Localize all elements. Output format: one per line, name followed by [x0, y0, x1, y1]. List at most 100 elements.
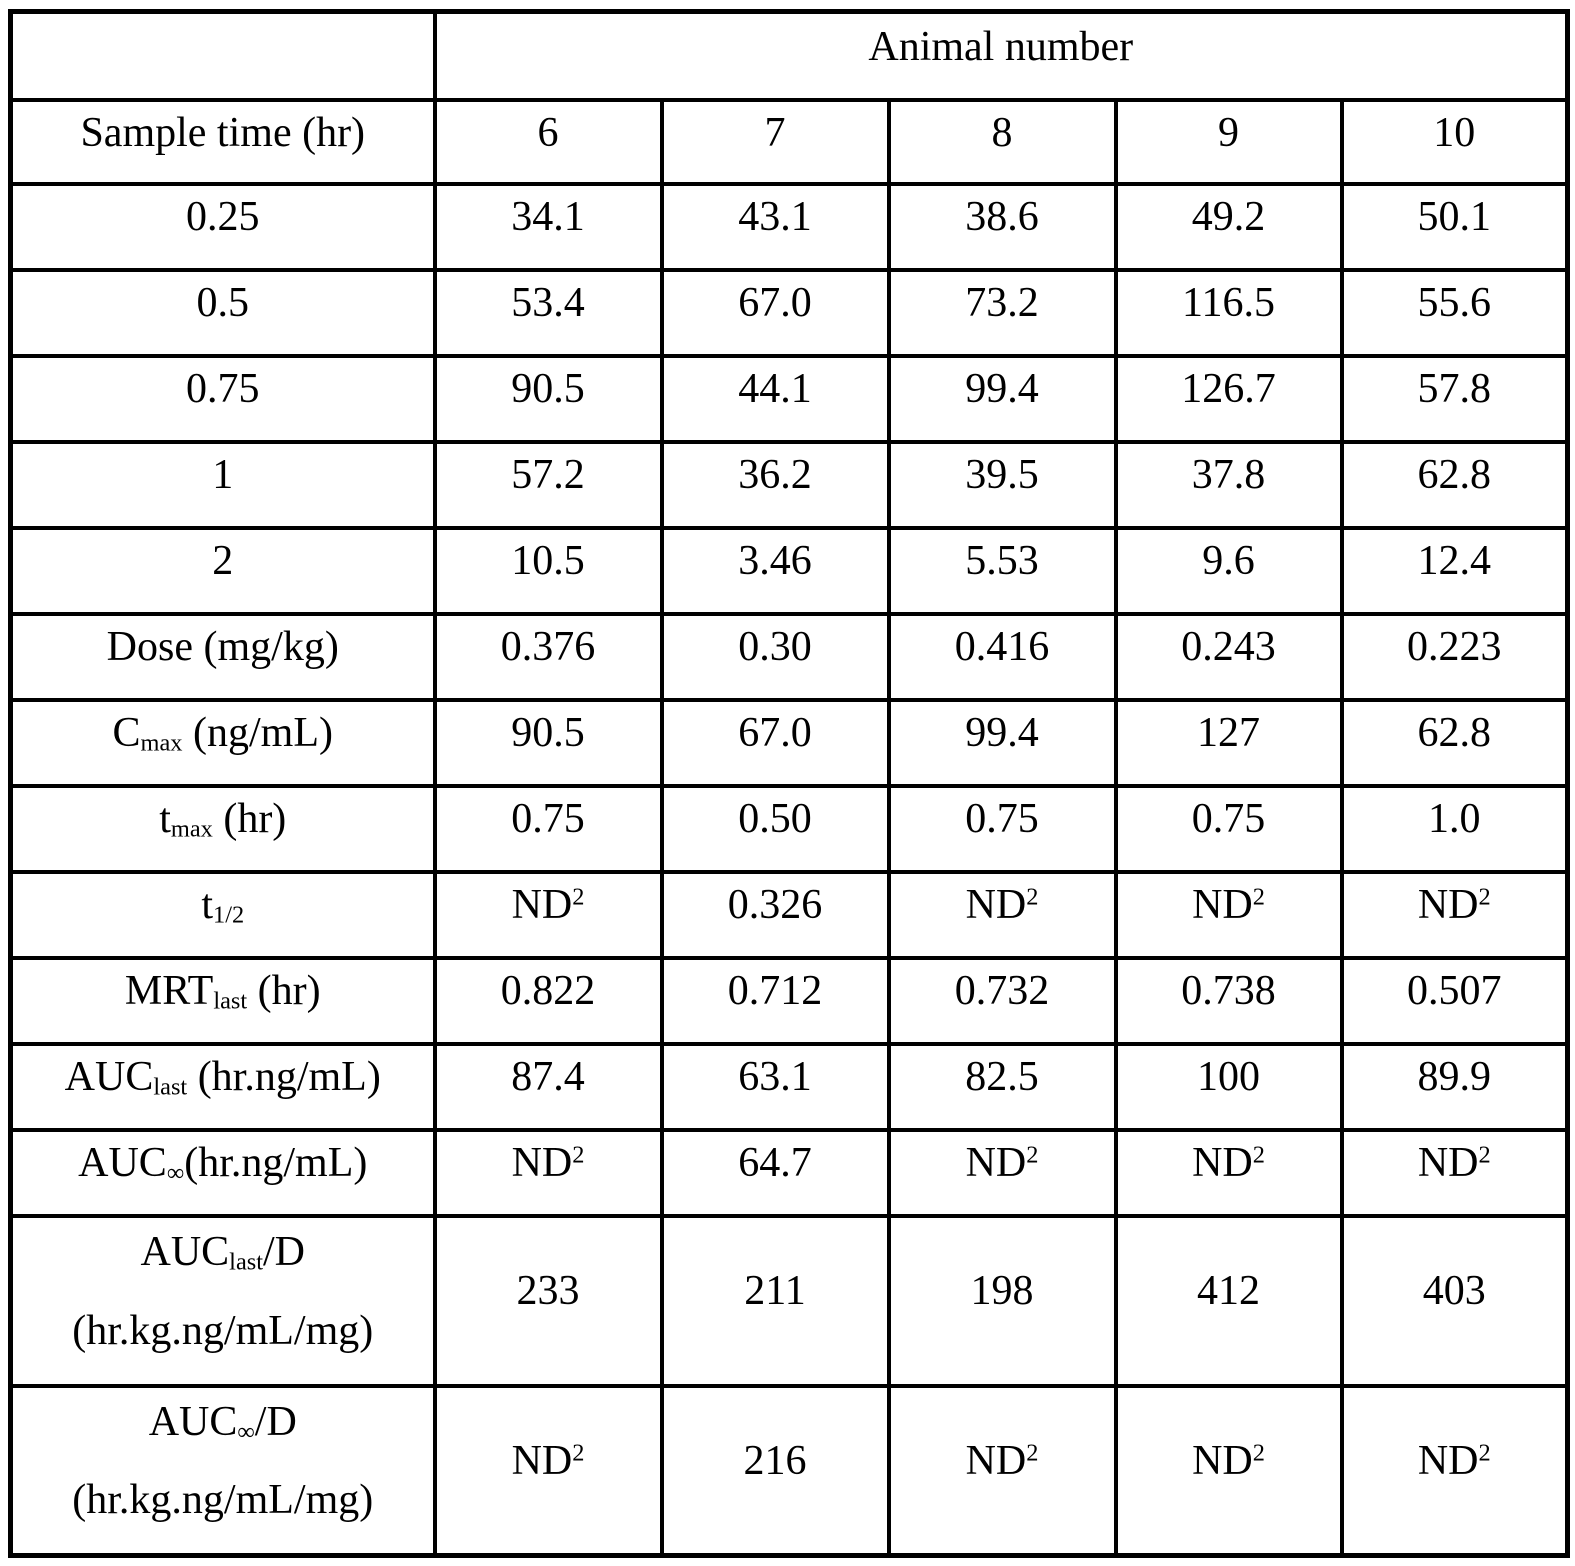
cell-text-line: 55.6	[1417, 280, 1492, 327]
cell-text-line: Cmax (ng/mL)	[112, 710, 333, 757]
value-cell: 0.376	[432, 611, 664, 702]
cell-text-line: 100	[1197, 1054, 1260, 1101]
superscript-text: 2	[1478, 1141, 1491, 1169]
value-cell: 127	[1113, 697, 1344, 788]
corner-empty-cell	[8, 9, 437, 102]
subscript-text: last	[153, 1073, 188, 1101]
superscript-text: 2	[572, 883, 585, 911]
cell-text-line: 0.822	[500, 968, 596, 1015]
value-cell: 9.6	[1113, 525, 1344, 616]
value-cell: 10.5	[432, 525, 664, 616]
cell-text-line: ND2	[1192, 1438, 1265, 1485]
table-row: tmax (hr) 0.75 0.50 0.75 0.75 1.0	[8, 783, 1570, 874]
superscript-text: 2	[1252, 1141, 1265, 1169]
value-cell: ND2	[886, 869, 1118, 960]
row-label: 2	[8, 525, 437, 616]
animal-column-header: 8	[886, 97, 1118, 186]
cell-text-line: 0.75	[1191, 796, 1266, 843]
value-cell: 211	[659, 1213, 891, 1388]
cell-text-line: 403	[1422, 1268, 1486, 1315]
table-row: 0.5 53.4 67.0 73.2 116.5 55.6	[8, 267, 1570, 358]
table-row: MRTlast (hr) 0.822 0.712 0.732 0.738 0.507	[8, 955, 1570, 1046]
cell-text-line: 64.7	[738, 1140, 812, 1187]
value-cell: 39.5	[886, 439, 1118, 530]
table-row: Dose (mg/kg) 0.376 0.30 0.416 0.243 0.223	[8, 611, 1570, 702]
value-cell: ND2	[1339, 869, 1570, 960]
superscript-text: 2	[1478, 883, 1491, 911]
value-cell: ND2	[432, 1127, 664, 1218]
sample-time-header: Sample time (hr)	[8, 97, 437, 186]
cell-text-line: (hr.kg.ng/mL/mg)	[72, 1477, 374, 1524]
cell-text-line: 90.5	[511, 366, 585, 413]
value-cell: ND2	[886, 1383, 1118, 1558]
value-cell: 90.5	[432, 353, 664, 444]
animal-column-header: 7	[659, 97, 891, 186]
superscript-text: 2	[1252, 1439, 1265, 1467]
value-cell: 412	[1113, 1213, 1344, 1388]
row-label: AUClast (hr.ng/mL)	[8, 1041, 437, 1132]
table-row: AUClast (hr.ng/mL) 87.4 63.1 82.5 100 89.9	[8, 1041, 1570, 1132]
value-cell: 5.53	[886, 525, 1118, 616]
cell-text-line: 0.30	[738, 624, 812, 671]
superscript-text: 2	[1026, 1141, 1039, 1169]
value-cell: 100	[1113, 1041, 1344, 1132]
value-cell: 57.2	[432, 439, 664, 530]
cell-text-line: 34.1	[511, 194, 585, 241]
table-row: 2 10.5 3.46 5.53 9.6 12.4	[8, 525, 1570, 616]
cell-text-line: 0.732	[954, 968, 1050, 1015]
value-cell: 57.8	[1339, 353, 1570, 444]
cell-text-line: ND2	[1417, 1438, 1491, 1485]
value-cell: 99.4	[886, 697, 1118, 788]
value-cell: 0.50	[659, 783, 891, 874]
value-cell: 0.507	[1339, 955, 1570, 1046]
cell-text-line: 0.243	[1181, 624, 1276, 671]
value-cell: ND2	[886, 1127, 1118, 1218]
cell-text-line: 12.4	[1417, 538, 1492, 585]
cell-text-line: 99.4	[965, 710, 1039, 757]
cell-text-line: ND2	[1192, 882, 1265, 929]
subscript-text: 1/2	[213, 901, 245, 929]
cell-text-line: 116.5	[1182, 280, 1275, 327]
cell-text-line: ND2	[511, 1438, 585, 1485]
value-cell: 0.30	[659, 611, 891, 702]
value-cell: ND2	[432, 869, 664, 960]
cell-text-line: 99.4	[965, 366, 1039, 413]
value-cell: 198	[886, 1213, 1118, 1388]
subscript-text: ∞	[237, 1418, 255, 1446]
cell-text-line: 49.2	[1191, 194, 1266, 241]
cell-text-line: ND2	[1192, 1140, 1265, 1187]
cell-text-line: 50.1	[1417, 194, 1492, 241]
cell-text-line: 87.4	[511, 1054, 585, 1101]
value-cell: 0.326	[659, 869, 891, 960]
cell-text-line: ND2	[511, 1140, 585, 1187]
cell-text-line: ND2	[965, 882, 1039, 929]
value-cell: 403	[1339, 1213, 1570, 1388]
cell-text-line: 0.75	[186, 366, 260, 413]
subscript-text: ∞	[166, 1159, 185, 1187]
table-row: 1 57.2 36.2 39.5 37.8 62.8	[8, 439, 1570, 530]
value-cell: 62.8	[1339, 697, 1570, 788]
table-row: AUC∞/D (hr.kg.ng/mL/mg) ND2 216 ND2 ND2 ND2	[8, 1383, 1570, 1558]
value-cell: 0.243	[1113, 611, 1344, 702]
table-row-group-header: Animal number	[8, 9, 1570, 102]
value-cell: 49.2	[1113, 181, 1344, 272]
subscript-text: last	[213, 987, 248, 1015]
animal-column-header: 6	[432, 97, 664, 186]
subscript-text: max	[170, 815, 213, 843]
cell-text-line: t1/2	[201, 882, 245, 929]
cell-text-line: 0.738	[1181, 968, 1276, 1015]
cell-text-line: 44.1	[738, 366, 812, 413]
value-cell: 89.9	[1339, 1041, 1570, 1132]
cell-text-line: 0.223	[1407, 624, 1502, 671]
cell-text-line: 0.416	[954, 624, 1050, 671]
cell-text-line: Dose (mg/kg)	[106, 624, 339, 671]
cell-text-line: AUClast/D	[140, 1229, 305, 1276]
value-cell: 87.4	[432, 1041, 664, 1132]
cell-text-line: 62.8	[1417, 710, 1492, 757]
animal-column-header: 10	[1339, 97, 1570, 186]
row-label: 0.5	[8, 267, 437, 358]
cell-text-line: 36.2	[738, 452, 812, 499]
cell-text-line: 67.0	[738, 710, 812, 757]
value-cell: ND2	[1113, 869, 1344, 960]
